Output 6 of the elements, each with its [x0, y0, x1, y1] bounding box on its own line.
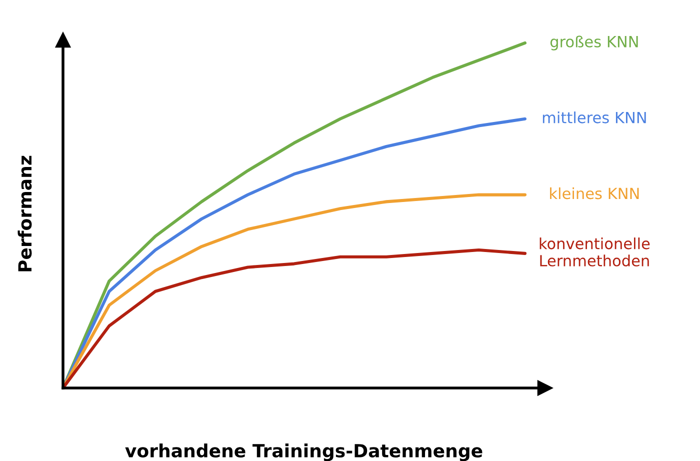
series-label: mittleres KNN [542, 111, 646, 124]
x-axis-title: vorhandene Trainings-Datenmenge [125, 444, 482, 461]
y-axis-title: Performanz [18, 156, 32, 272]
series-label: kleines KNN [550, 187, 639, 200]
series-label: konventionelle Lernmethoden [540, 237, 650, 266]
series-label: großes KNN [550, 36, 638, 50]
